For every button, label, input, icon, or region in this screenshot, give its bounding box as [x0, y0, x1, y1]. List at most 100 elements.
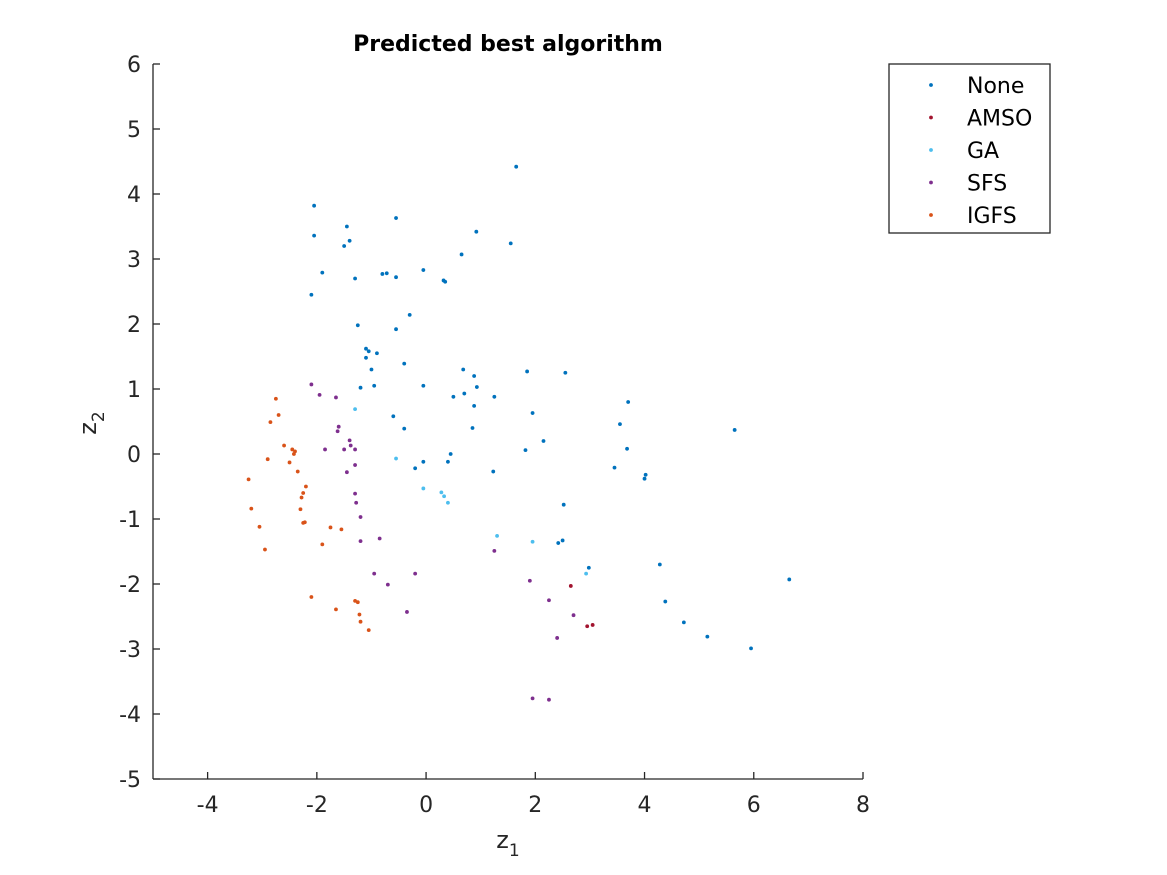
data-point [705, 634, 710, 639]
data-point [358, 515, 363, 519]
data-point [358, 619, 363, 624]
data-point [462, 391, 467, 396]
data-point [405, 610, 409, 614]
data-point [317, 392, 322, 397]
data-point [492, 548, 497, 553]
x-axis-label-base: z [496, 826, 509, 854]
legend-entry-amso: AMSO [929, 107, 1032, 132]
data-point [563, 370, 568, 375]
data-point [328, 525, 333, 530]
series-sfs [309, 382, 576, 702]
data-point [320, 542, 325, 547]
data-point [413, 571, 418, 576]
data-point [470, 426, 475, 430]
legend-marker [929, 213, 933, 217]
data-point [681, 620, 686, 625]
data-point [492, 394, 497, 399]
data-point [336, 424, 341, 429]
data-point [312, 203, 317, 208]
data-point [491, 469, 496, 474]
x-tick-label: 8 [856, 793, 870, 818]
data-point [618, 422, 622, 426]
data-point [355, 600, 360, 605]
series-ga [353, 407, 588, 576]
x-axis-label: z1 [496, 826, 519, 861]
data-point [295, 469, 300, 474]
data-point [372, 383, 377, 388]
data-point [375, 351, 379, 356]
data-point [442, 494, 446, 499]
y-tick-label: 5 [127, 118, 141, 143]
data-point [342, 447, 347, 452]
data-point [749, 646, 753, 651]
legend-box [888, 63, 1051, 234]
data-point [523, 448, 528, 452]
data-point [556, 541, 561, 545]
data-point [384, 271, 389, 276]
x-tick-label: 2 [528, 793, 542, 818]
data-point [290, 447, 295, 452]
data-point [364, 355, 368, 360]
legend-marker [929, 180, 933, 185]
legend-entry-none: None [929, 74, 1024, 99]
data-point [642, 476, 647, 481]
data-point [249, 506, 254, 511]
data-point [459, 252, 464, 257]
data-point [446, 500, 450, 505]
series-amso [568, 584, 595, 629]
series-none [309, 164, 792, 651]
data-point [474, 229, 479, 234]
chart-title: Predicted best algorithm [353, 32, 663, 57]
y-tick-label: 1 [127, 378, 141, 403]
data-point [530, 411, 535, 415]
x-tick-label: -2 [306, 793, 328, 818]
data-point [584, 571, 588, 576]
data-point [525, 369, 530, 374]
data-point [377, 536, 382, 541]
data-point [364, 346, 368, 351]
legend-label: SFS [967, 172, 1007, 197]
data-point [586, 565, 591, 570]
data-point [421, 486, 426, 491]
data-point [334, 607, 338, 612]
legend: None AMSO GA SFS IGFS [888, 63, 1051, 234]
data-point [527, 578, 532, 583]
data-point [353, 407, 357, 412]
data-point [347, 238, 352, 243]
data-point [372, 571, 377, 576]
data-point [421, 268, 426, 272]
data-point [299, 495, 304, 500]
data-point [443, 279, 448, 284]
legend-marker [929, 115, 933, 120]
data-point [413, 466, 418, 471]
data-point [643, 472, 648, 477]
legend-marker [929, 83, 933, 87]
legend-entry-igfs: IGFS [929, 204, 1017, 229]
data-point [339, 527, 344, 532]
data-point [334, 395, 338, 400]
data-point [474, 385, 479, 389]
data-point [265, 457, 270, 462]
data-point [407, 313, 412, 317]
data-point [421, 459, 426, 464]
legend-label: None [967, 74, 1024, 99]
data-point [394, 327, 398, 332]
data-point [309, 292, 314, 297]
data-point [446, 459, 450, 464]
y-tick-label: -4 [119, 703, 141, 728]
data-point [353, 276, 357, 281]
data-point [514, 164, 519, 169]
data-point [495, 534, 499, 538]
data-point [472, 374, 477, 378]
x-axis-label-subscript: 1 [509, 841, 520, 861]
data-point [385, 582, 390, 587]
data-point [282, 443, 286, 448]
data-point [626, 400, 631, 404]
data-point [366, 628, 371, 633]
data-point [560, 538, 565, 543]
data-point [292, 452, 296, 456]
data-point [421, 383, 426, 388]
legend-label: IGFS [967, 204, 1017, 229]
